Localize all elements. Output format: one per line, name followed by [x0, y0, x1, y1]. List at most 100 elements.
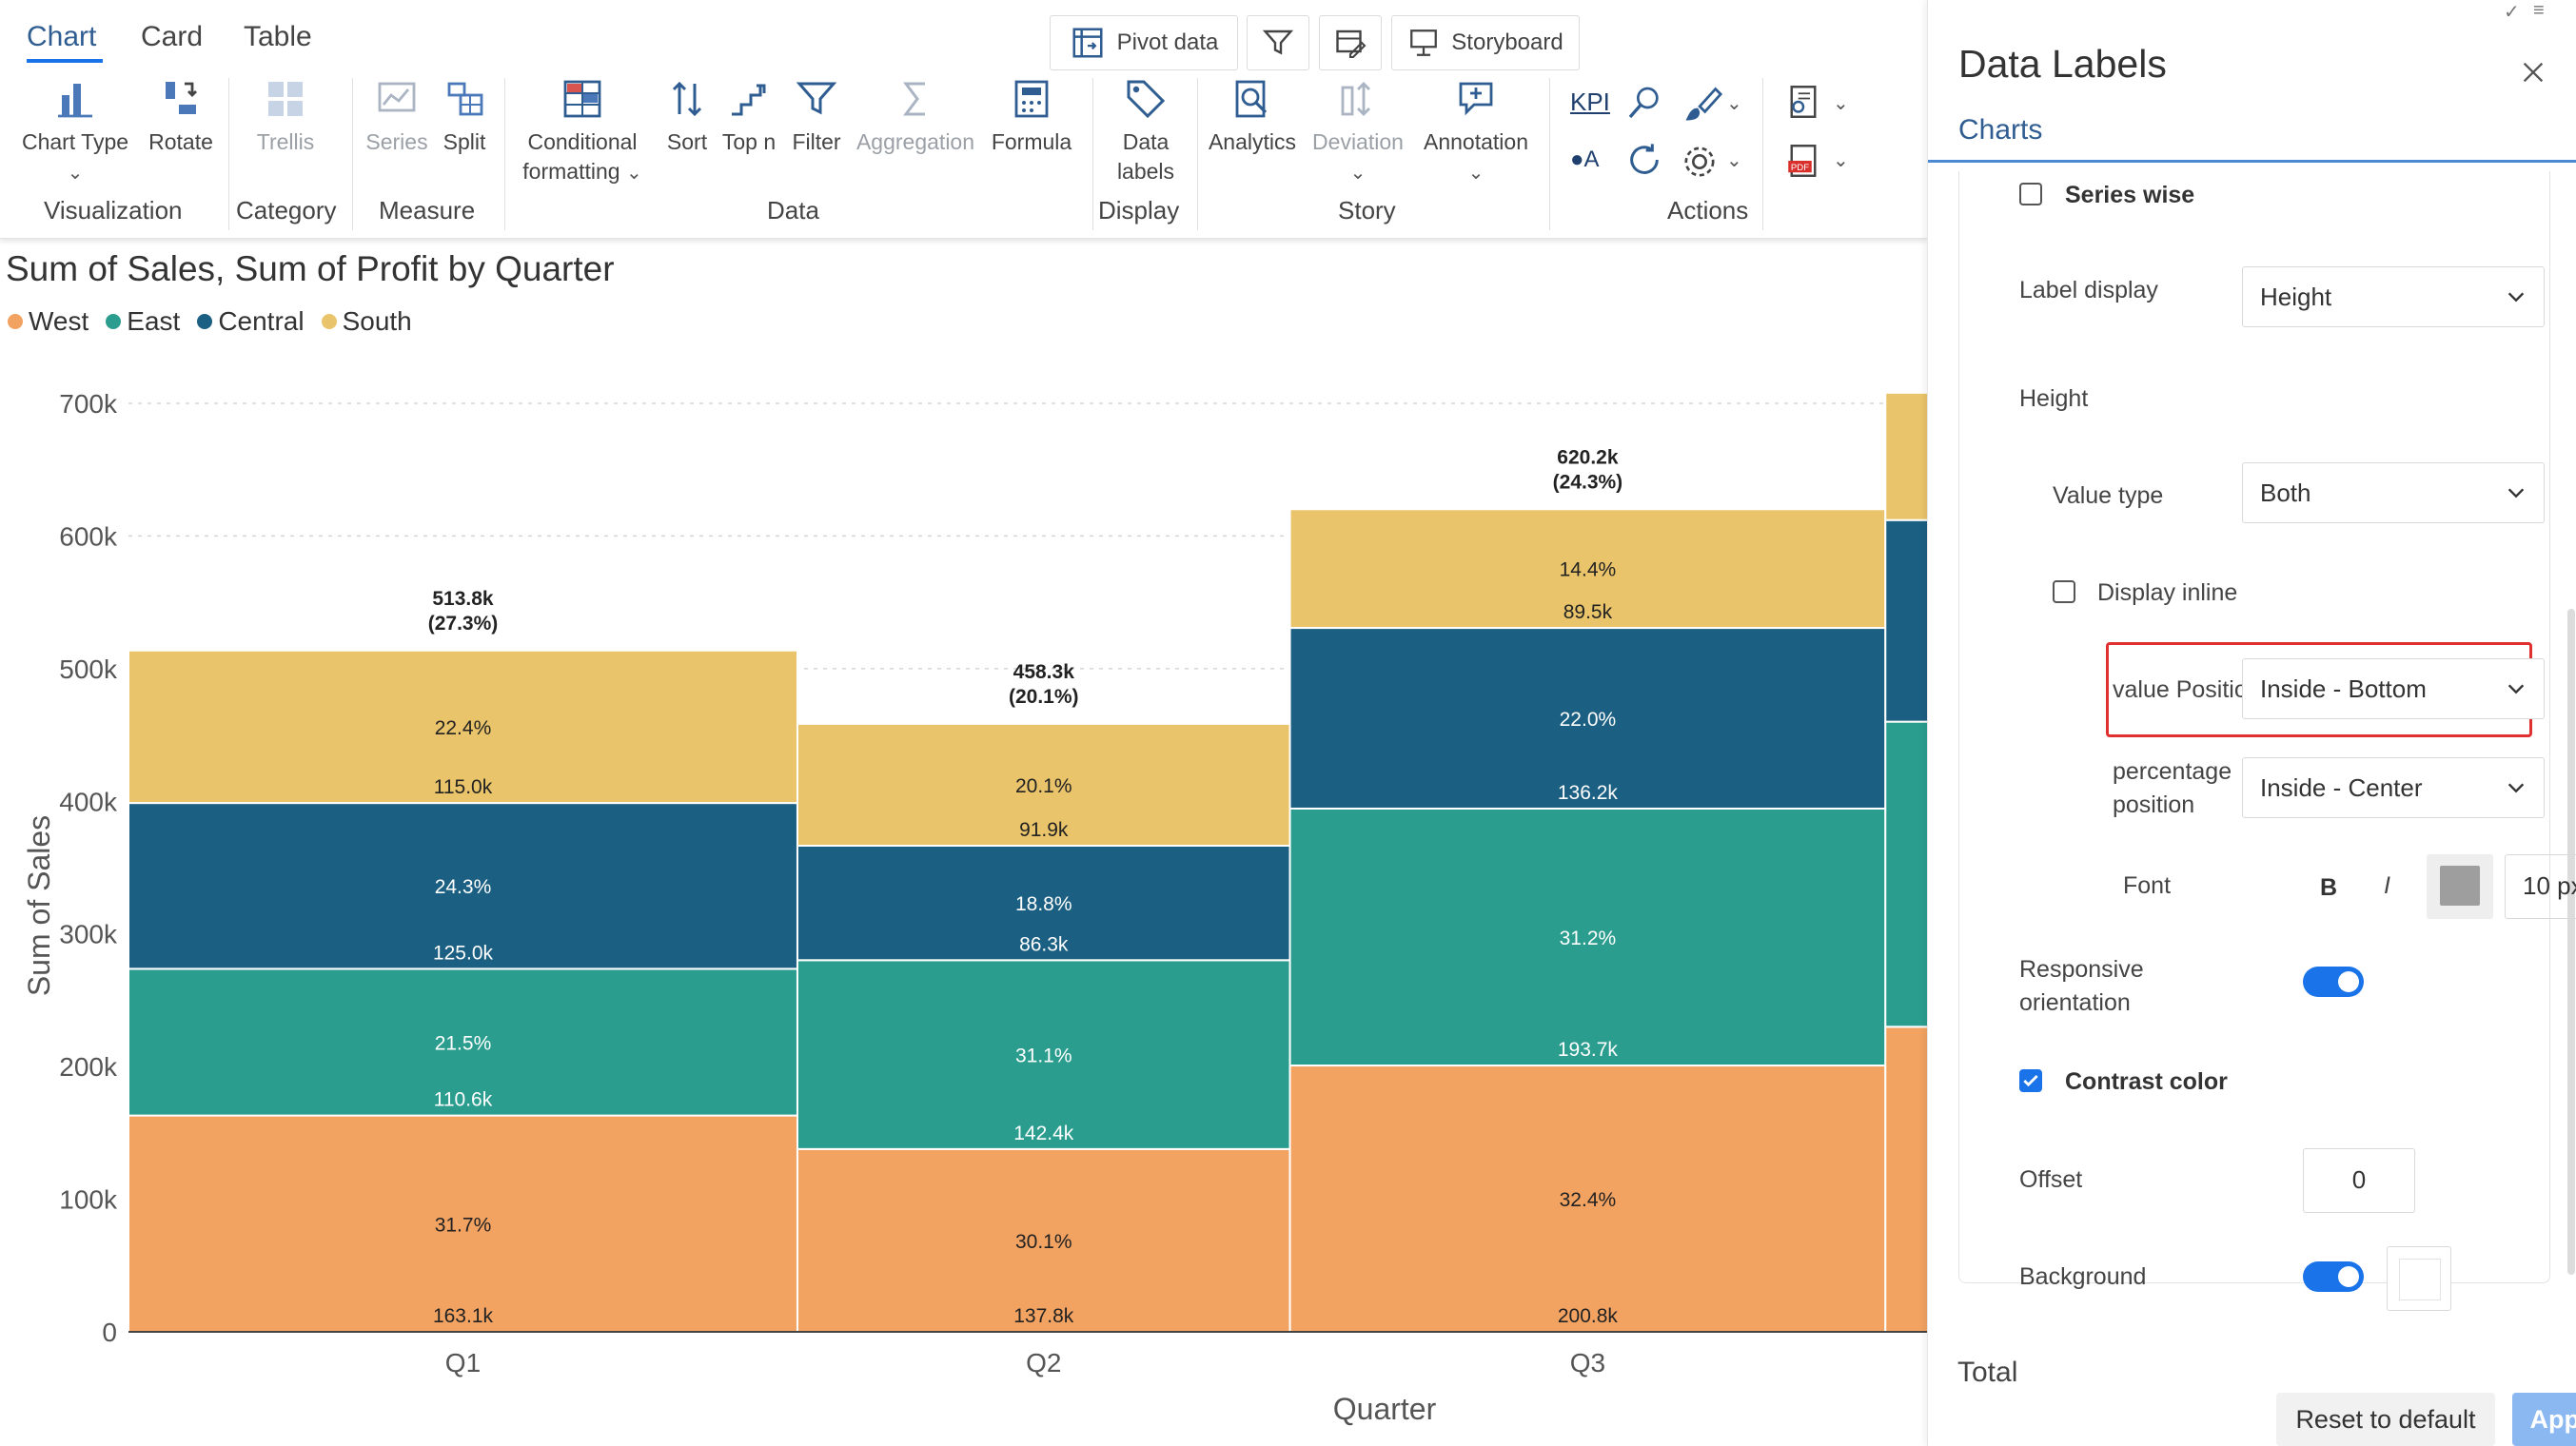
tab-card[interactable]: Card: [141, 21, 204, 52]
italic-button[interactable]: I: [2384, 872, 2390, 899]
filter-button[interactable]: Filter: [788, 76, 845, 157]
chart-title: Sum of Sales, Sum of Profit by Quarter: [6, 249, 615, 288]
label-display-dropdown[interactable]: Height: [2242, 266, 2545, 327]
responsive-orientation-toggle[interactable]: [2303, 967, 2364, 997]
percentage-label: 20.1%: [1015, 775, 1072, 797]
deviation-label: Deviation: [1312, 129, 1404, 154]
font-size-input[interactable]: 10 px: [2505, 854, 2576, 919]
legend-toggle-button[interactable]: ●A: [1570, 147, 1600, 172]
legend-label: Central: [218, 306, 305, 336]
conditional-formatting-button[interactable]: Conditional formatting ⌄: [516, 76, 649, 188]
legend-item-central[interactable]: Central: [197, 306, 305, 337]
export-settings-icon[interactable]: [1783, 82, 1823, 122]
pin-icon[interactable]: ✓: [2504, 2, 2520, 23]
value-label: 137.8k: [1013, 1305, 1074, 1327]
group-actions: Actions: [1667, 196, 1749, 225]
series-wise-label: Series wise: [2065, 182, 2195, 208]
table-edit-button[interactable]: [1319, 15, 1382, 70]
deviation-icon: [1341, 82, 1370, 116]
y-axis-title: Sum of Sales: [22, 815, 56, 996]
y-tick-label: 400k: [59, 787, 118, 816]
refresh-icon[interactable]: [1625, 141, 1663, 179]
legend-item-west[interactable]: West: [8, 306, 88, 337]
series-wise-checkbox[interactable]: [2019, 183, 2042, 205]
value-position-dropdown[interactable]: Inside - Bottom: [2242, 658, 2545, 719]
pdf-icon[interactable]: PDF: [1783, 141, 1823, 181]
bar-segment: [796, 722, 1291, 847]
filter-small-icon[interactable]: ≡: [2533, 0, 2545, 21]
group-divider: [352, 78, 353, 230]
font-color-picker[interactable]: [2427, 854, 2493, 919]
legend-item-south[interactable]: South: [321, 306, 412, 337]
display-inline-checkbox[interactable]: [2053, 580, 2075, 603]
legend-item-east[interactable]: East: [106, 306, 180, 337]
tab-chart[interactable]: Chart: [27, 21, 97, 52]
close-icon[interactable]: [2520, 59, 2547, 86]
kpi-button[interactable]: KPI: [1570, 88, 1610, 116]
background-toggle[interactable]: [2303, 1261, 2364, 1292]
y-tick-label: 300k: [59, 920, 118, 949]
filter-tool-button[interactable]: [1247, 15, 1309, 70]
split-icon: [447, 82, 483, 116]
ribbon-toolbar: Chart Card Table Pivot data Storyboard C…: [0, 0, 1927, 239]
background-color-picker[interactable]: [2387, 1246, 2451, 1311]
check-icon: [2023, 1074, 2038, 1087]
chevron-down-icon[interactable]: ⌄: [1726, 150, 1742, 171]
data-labels-button[interactable]: Data labels: [1102, 76, 1190, 186]
analytics-icon: [1235, 80, 1268, 118]
label-display-value: Height: [2260, 282, 2332, 311]
bar-chart-icon: [58, 84, 92, 118]
value-label: 136.2k: [1558, 782, 1619, 804]
value-type-label: Value type: [2053, 482, 2164, 509]
chevron-down-icon[interactable]: ⌄: [1833, 93, 1849, 114]
annotation-button[interactable]: Annotation ⌄: [1418, 76, 1534, 188]
storyboard-icon: [1410, 29, 1438, 56]
aggregation-button[interactable]: Aggregation: [853, 76, 978, 157]
gear-icon[interactable]: [1681, 143, 1719, 181]
formula-label: Formula: [991, 129, 1072, 154]
y-tick-label: 200k: [59, 1052, 118, 1082]
apply-button[interactable]: Apply: [2512, 1393, 2576, 1446]
contrast-color-checkbox[interactable]: [2019, 1069, 2042, 1092]
top-n-button[interactable]: Top n: [716, 76, 782, 157]
formula-button[interactable]: Formula: [980, 76, 1083, 157]
chevron-down-icon: [2507, 783, 2525, 793]
toggle-knob: [2338, 971, 2359, 992]
percentage-position-dropdown[interactable]: Inside - Center: [2242, 757, 2545, 818]
offset-input[interactable]: 0: [2303, 1148, 2415, 1213]
reset-to-default-button[interactable]: Reset to default: [2276, 1393, 2495, 1446]
bold-button[interactable]: B: [2320, 874, 2338, 901]
value-label: 115.0k: [434, 776, 493, 798]
bar-segment: [1288, 1065, 1887, 1333]
panel-scrollbar[interactable]: [2567, 609, 2575, 1275]
search-icon[interactable]: [1625, 84, 1663, 122]
series-label: Series: [365, 129, 428, 154]
storyboard-button[interactable]: Storyboard: [1391, 15, 1580, 70]
analytics-button[interactable]: Analytics: [1205, 76, 1300, 157]
series-button[interactable]: Series: [364, 76, 430, 157]
sort-label: Sort: [666, 129, 708, 154]
bar-segment: [1884, 720, 1927, 1028]
bar-segment: [796, 1147, 1291, 1333]
rotate-button[interactable]: Rotate: [143, 76, 219, 157]
chevron-down-icon[interactable]: ⌄: [1833, 150, 1849, 171]
font-color-swatch: [2440, 866, 2480, 906]
trellis-button[interactable]: Trellis: [243, 76, 328, 157]
value-type-dropdown[interactable]: Both: [2242, 462, 2545, 523]
paint-brush-icon[interactable]: [1681, 84, 1722, 126]
tab-charts[interactable]: Charts: [1958, 114, 2043, 146]
table-edit-icon: [1336, 29, 1367, 59]
chart-type-button[interactable]: Chart Type ⌄: [19, 76, 131, 188]
split-button[interactable]: Split: [436, 76, 493, 157]
bar-segment: [1288, 627, 1887, 810]
sort-button[interactable]: Sort: [659, 76, 716, 157]
conditional-label: Conditional: [527, 129, 638, 154]
chevron-down-icon[interactable]: ⌄: [1726, 93, 1742, 114]
active-tab-underline: [27, 59, 103, 63]
data-label: Data: [1122, 129, 1170, 154]
deviation-button[interactable]: Deviation ⌄: [1308, 76, 1408, 188]
group-display: Display: [1098, 196, 1180, 225]
tab-table[interactable]: Table: [244, 21, 312, 52]
pivot-data-button[interactable]: Pivot data: [1050, 15, 1238, 70]
bar-segment: [1884, 518, 1927, 723]
